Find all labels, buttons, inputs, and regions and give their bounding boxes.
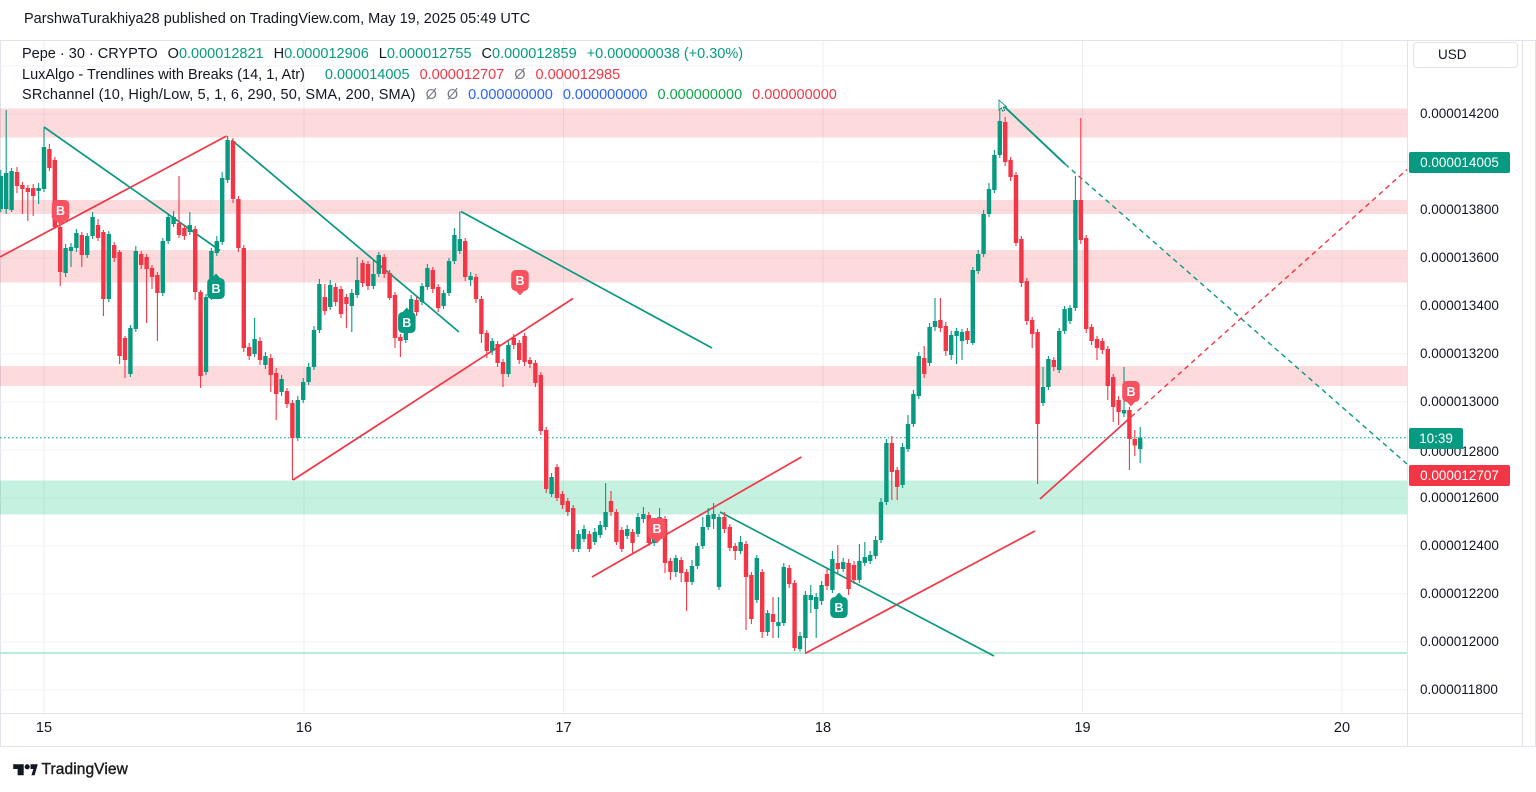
svg-text:B: B xyxy=(834,601,843,615)
svg-text:B: B xyxy=(211,282,220,296)
svg-text:B: B xyxy=(515,274,524,288)
svg-text:B: B xyxy=(402,316,411,330)
svg-text:B: B xyxy=(652,522,661,536)
svg-text:B: B xyxy=(1126,385,1135,399)
svg-text:B: B xyxy=(56,204,65,218)
